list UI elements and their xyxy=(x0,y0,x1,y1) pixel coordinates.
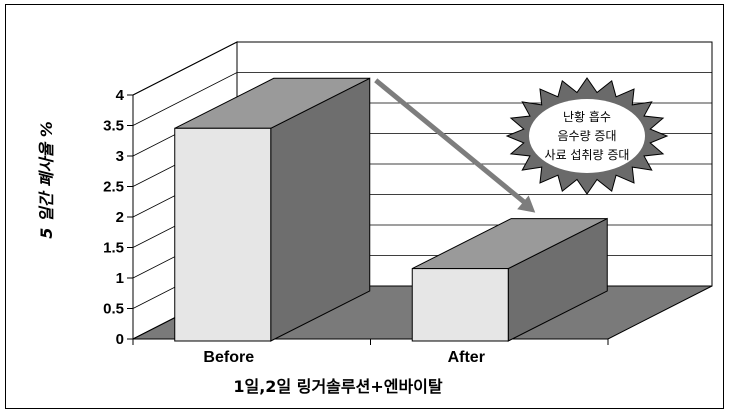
y-tick-label: 0 xyxy=(116,331,124,348)
bar-front-face xyxy=(174,127,272,342)
annotation-line: 음수량 증대 xyxy=(557,129,616,143)
y-axis-ticks: 0 0.5 1 1.5 2 2.5 3 3.5 4 xyxy=(103,87,134,348)
y-tick-label: 3.5 xyxy=(103,118,124,135)
x-axis-label: 1일,2일 링거솔루션+엔바이탈 xyxy=(233,377,443,396)
bar-front-face xyxy=(411,268,509,342)
category-label: Before xyxy=(203,349,254,366)
gridline xyxy=(132,72,712,126)
annotation-line: 난황 흡수 xyxy=(563,110,611,124)
bar-before xyxy=(174,77,371,342)
annotation-line: 사료 섭취량 증대 xyxy=(545,148,630,162)
y-tick-label: 2 xyxy=(116,209,124,226)
y-tick-label: 3 xyxy=(116,148,124,165)
y-tick-label: 0.5 xyxy=(103,301,124,318)
category-label: After xyxy=(448,349,485,366)
category-labels: Before After xyxy=(203,349,485,366)
y-tick-label: 1 xyxy=(116,270,124,287)
y-axis-label: 5 일간 폐사율 % xyxy=(37,121,56,238)
arrow-shaft xyxy=(374,78,529,207)
gridline xyxy=(132,41,712,96)
y-tick-label: 4 xyxy=(116,87,125,104)
arrow-head xyxy=(517,195,536,213)
y-tick-label: 1.5 xyxy=(103,240,124,257)
trend-arrow xyxy=(374,78,536,213)
y-tick-label: 2.5 xyxy=(103,179,124,196)
bar-after xyxy=(411,217,608,342)
bars xyxy=(174,77,608,342)
burst-center xyxy=(529,99,645,173)
